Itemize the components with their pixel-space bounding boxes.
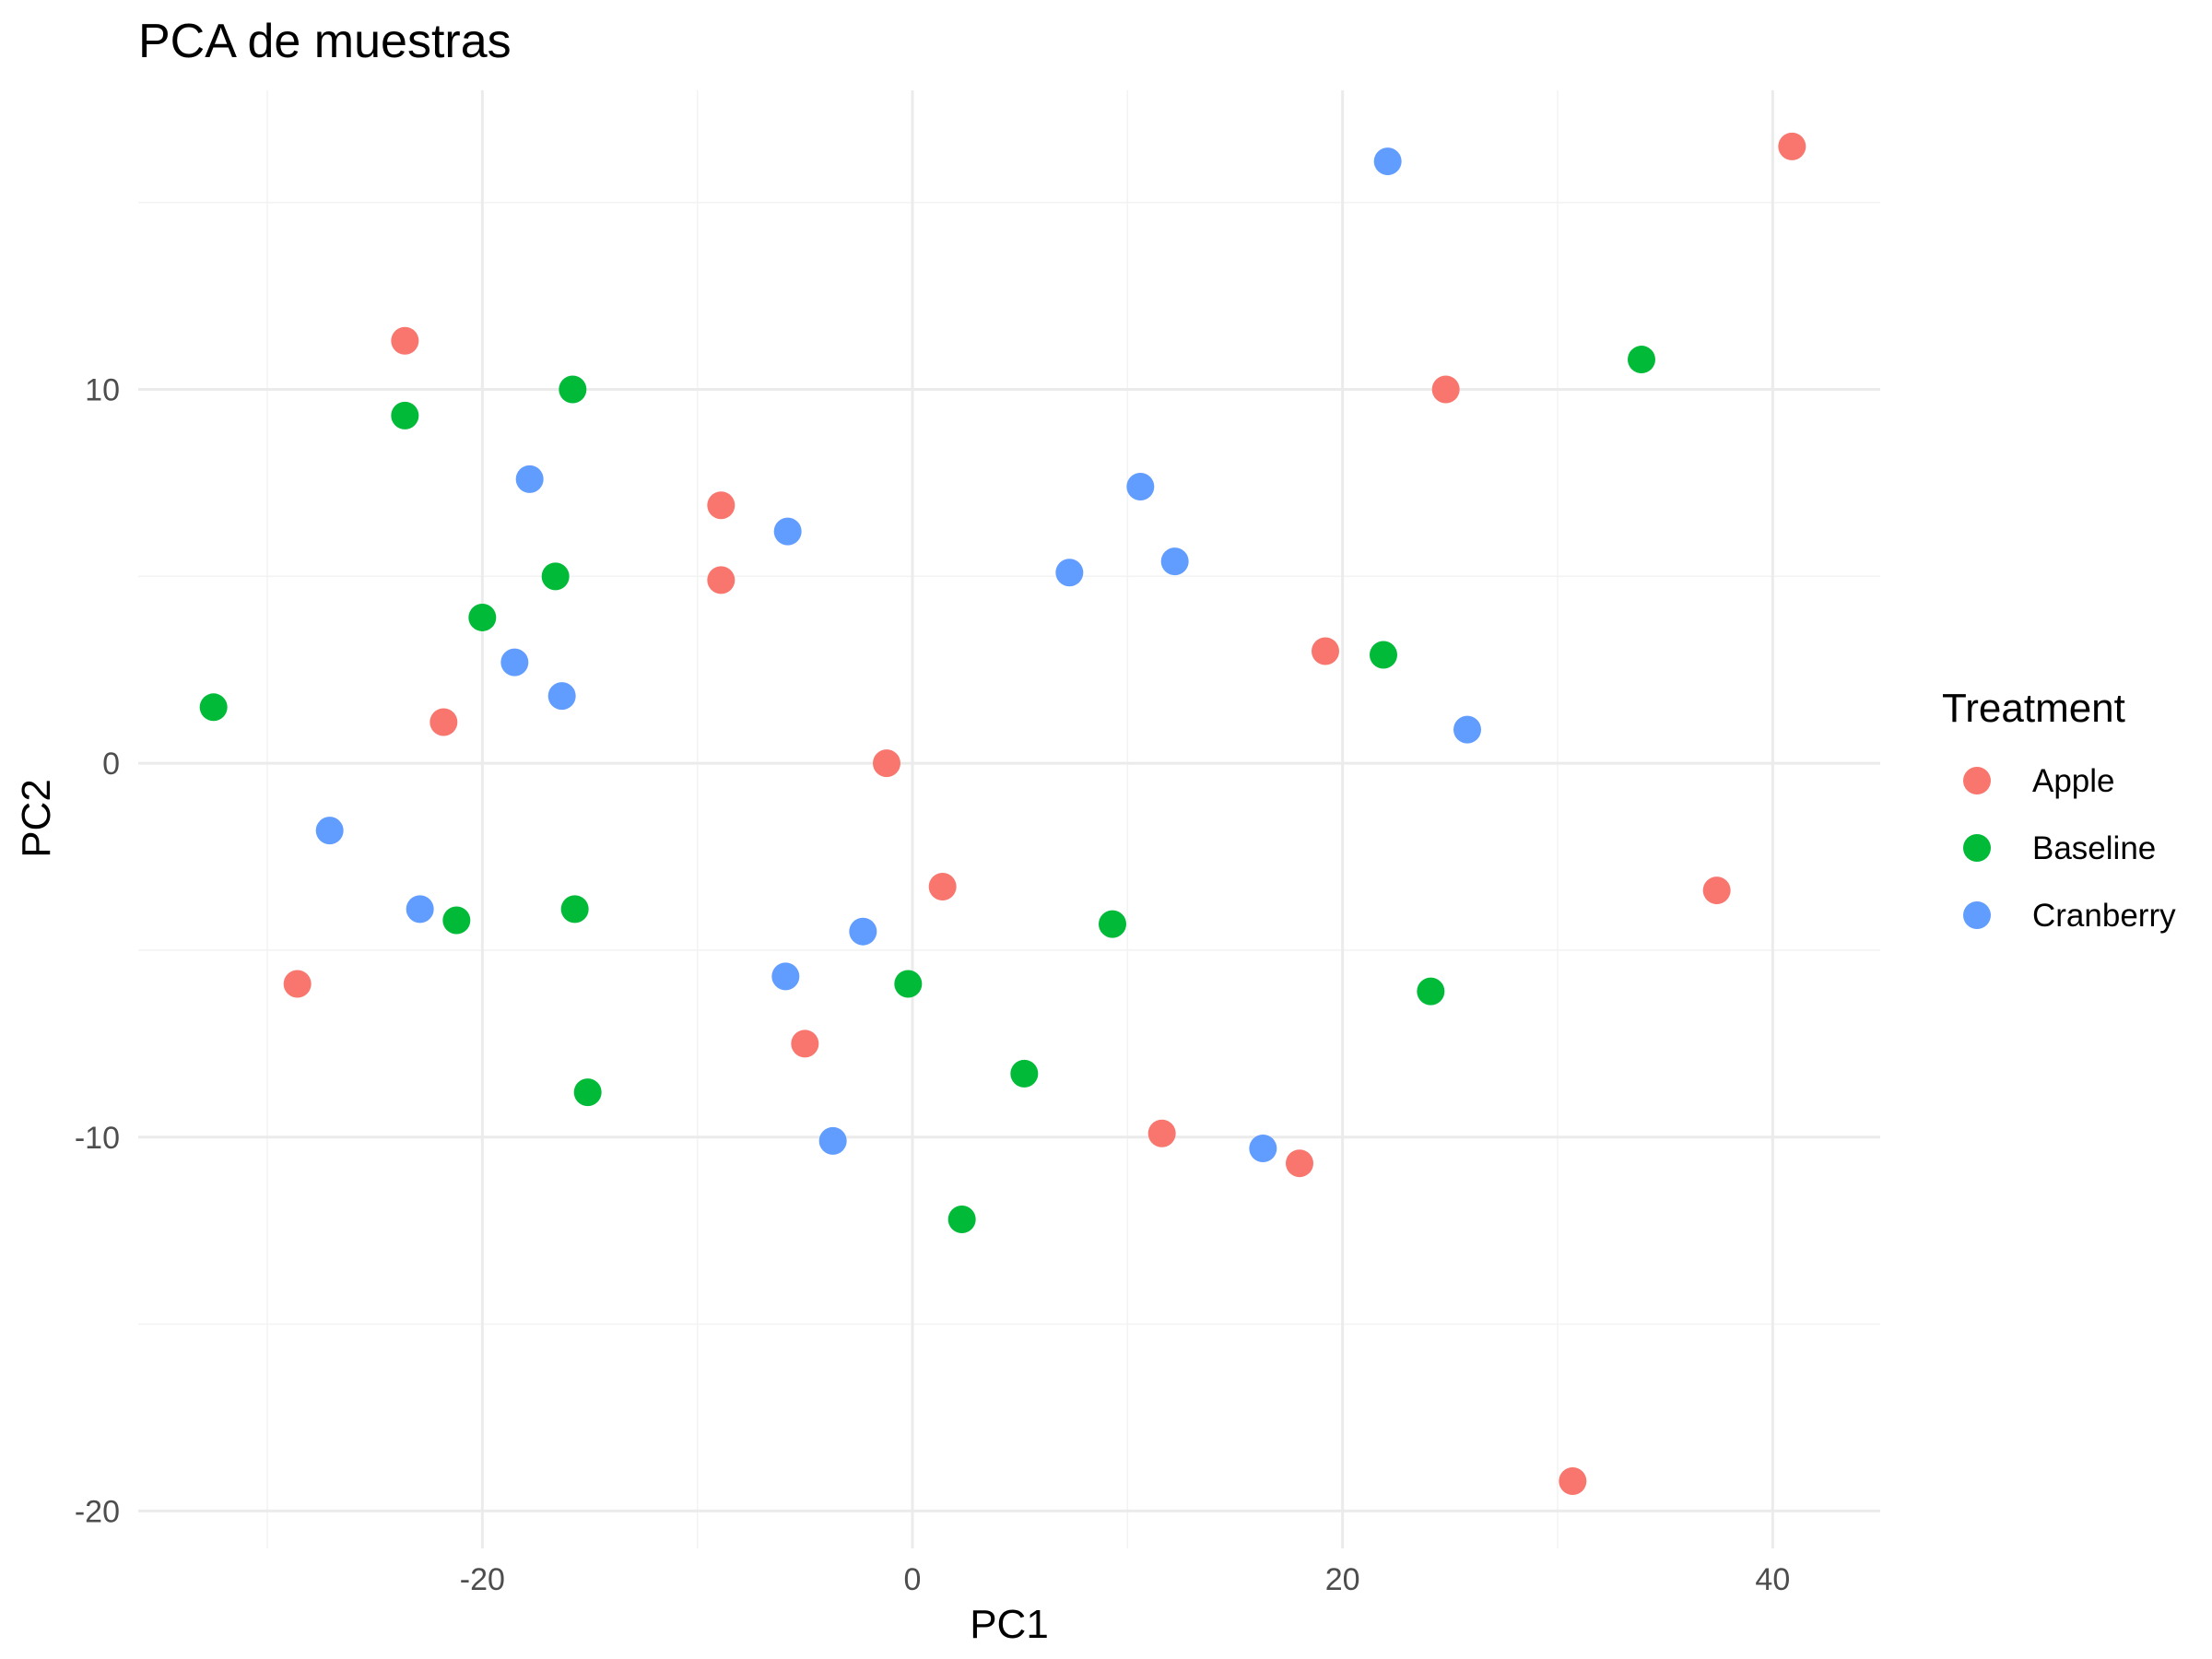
- point-apple: [707, 491, 735, 520]
- point-cranberry: [1160, 547, 1189, 576]
- point-baseline: [391, 401, 419, 429]
- x-tick-label: 0: [904, 1562, 922, 1597]
- point-cranberry: [406, 895, 434, 924]
- point-baseline: [1417, 977, 1445, 1006]
- legend-title: Treatment: [1942, 686, 2125, 731]
- point-apple: [1431, 375, 1460, 404]
- chart-title: PCA de muestras: [138, 15, 512, 68]
- point-baseline: [1370, 641, 1397, 669]
- point-apple: [1559, 1466, 1587, 1495]
- point-baseline: [1628, 346, 1655, 374]
- point-apple: [707, 566, 735, 594]
- point-cranberry: [547, 682, 576, 711]
- point-apple: [1147, 1119, 1176, 1147]
- y-tick-label: -20: [75, 1494, 120, 1529]
- point-apple: [429, 708, 458, 736]
- y-tick-label: 0: [102, 747, 120, 782]
- point-baseline: [199, 693, 228, 722]
- data-points: [199, 132, 1806, 1495]
- point-apple: [1312, 637, 1339, 665]
- y-axis-ticks: -20 -10 0 10: [75, 373, 120, 1530]
- legend-label-baseline: Baseline: [2032, 830, 2156, 866]
- y-axis-label: PC2: [14, 779, 59, 858]
- point-cranberry: [1055, 559, 1084, 587]
- point-baseline: [1099, 910, 1126, 938]
- point-baseline: [894, 970, 923, 998]
- point-cranberry: [1249, 1134, 1277, 1162]
- minor-gridlines: [138, 90, 1880, 1548]
- point-apple: [1286, 1149, 1313, 1178]
- x-axis-ticks: -20 0 20 40: [460, 1562, 1790, 1597]
- legend-label-cranberry: Cranberry: [2032, 898, 2176, 934]
- point-baseline: [947, 1206, 976, 1234]
- point-baseline: [560, 895, 589, 924]
- x-tick-label: -20: [460, 1562, 505, 1597]
- point-baseline: [573, 1078, 602, 1107]
- legend-label-apple: Apple: [2032, 763, 2115, 799]
- point-apple: [391, 326, 419, 355]
- point-cranberry: [773, 517, 802, 546]
- y-tick-label: -10: [75, 1121, 120, 1156]
- point-cranberry: [315, 817, 344, 845]
- point-baseline: [1010, 1059, 1039, 1088]
- point-cranberry: [1373, 147, 1402, 176]
- point-apple: [1778, 132, 1806, 160]
- legend-key-apple: [1963, 767, 1991, 794]
- point-apple: [1702, 877, 1731, 905]
- major-gridlines: [138, 90, 1880, 1548]
- point-baseline: [559, 375, 587, 404]
- point-cranberry: [771, 962, 800, 991]
- point-cranberry: [849, 917, 877, 946]
- point-baseline: [468, 603, 497, 631]
- legend: Treatment Apple Baseline Cranberry: [1942, 686, 2176, 934]
- legend-key-baseline: [1963, 834, 1991, 862]
- point-apple: [791, 1030, 819, 1058]
- point-baseline: [442, 906, 471, 935]
- point-apple: [873, 749, 900, 778]
- point-cranberry: [515, 465, 544, 493]
- y-tick-label: 10: [85, 373, 120, 408]
- x-tick-label: 20: [1325, 1562, 1360, 1597]
- x-axis-label: PC1: [970, 1602, 1049, 1647]
- point-apple: [283, 970, 312, 998]
- legend-key-cranberry: [1963, 901, 1991, 929]
- point-cranberry: [1126, 472, 1155, 500]
- point-baseline: [541, 562, 570, 591]
- point-cranberry: [500, 648, 529, 677]
- x-tick-label: 40: [1755, 1562, 1790, 1597]
- point-apple: [928, 873, 957, 901]
- point-cranberry: [1453, 715, 1481, 744]
- point-cranberry: [818, 1126, 847, 1155]
